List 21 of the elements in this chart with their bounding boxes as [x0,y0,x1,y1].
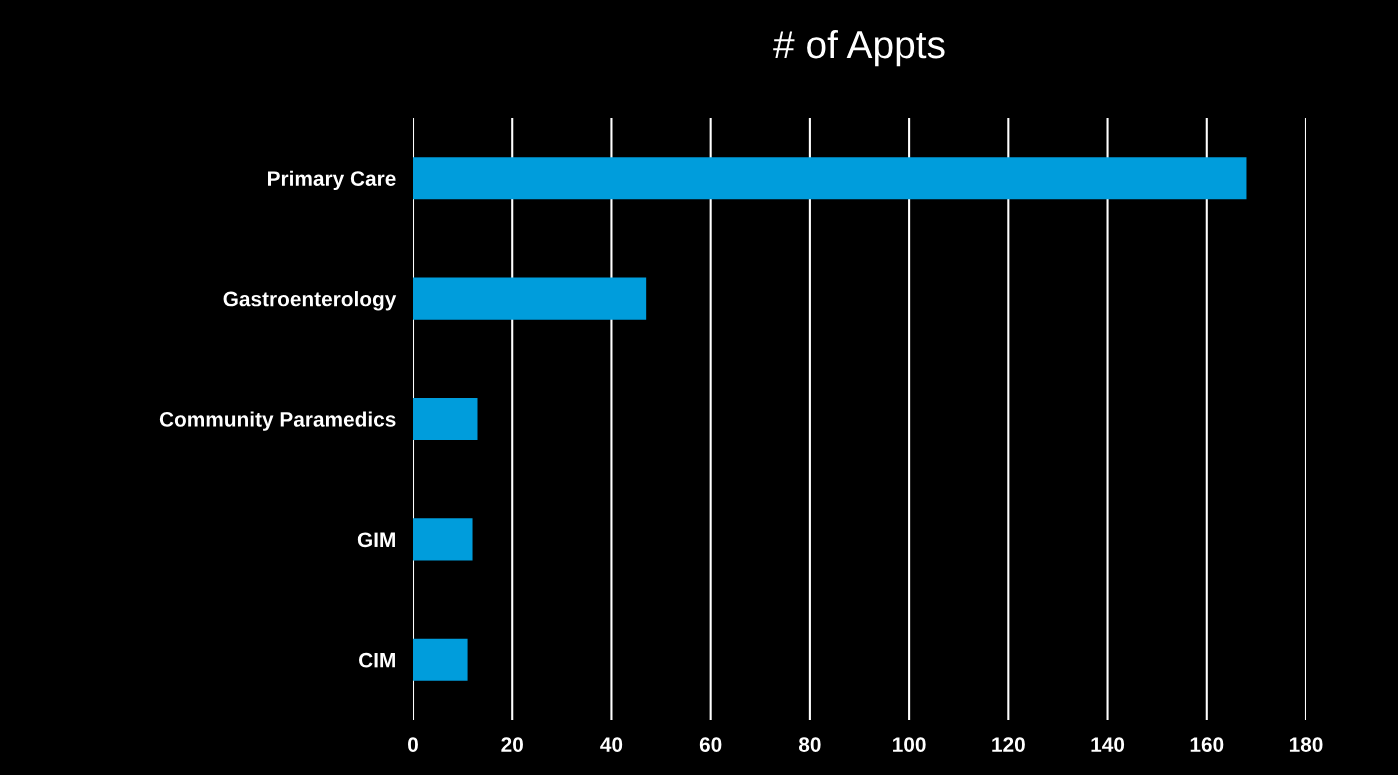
y-tick-label: Community Paramedics [159,411,396,431]
x-tick-label: 140 [1091,737,1125,752]
bar [413,157,1247,200]
bar [413,397,478,441]
x-tick-label: 180 [1289,737,1323,752]
x-tick-label: 120 [992,737,1025,752]
x-tick-label: 60 [699,737,722,752]
x-tick-label: 80 [798,737,821,752]
x-tick-label: 160 [1190,737,1224,752]
x-tick-label: 0 [408,737,418,752]
y-tick-label: Gastroenterology [223,291,397,311]
x-tick-label: 20 [501,737,523,752]
x-tick-label: 100 [893,737,926,752]
y-tick-label: GIM [357,532,395,548]
bar [413,518,473,561]
x-tick-label: 40 [600,737,623,752]
y-tick-label: Primary Care [268,170,396,191]
bar [413,638,468,681]
chart-title: # of Appts [773,29,945,67]
y-tick-label: CIM [359,652,395,668]
bar [413,277,647,320]
